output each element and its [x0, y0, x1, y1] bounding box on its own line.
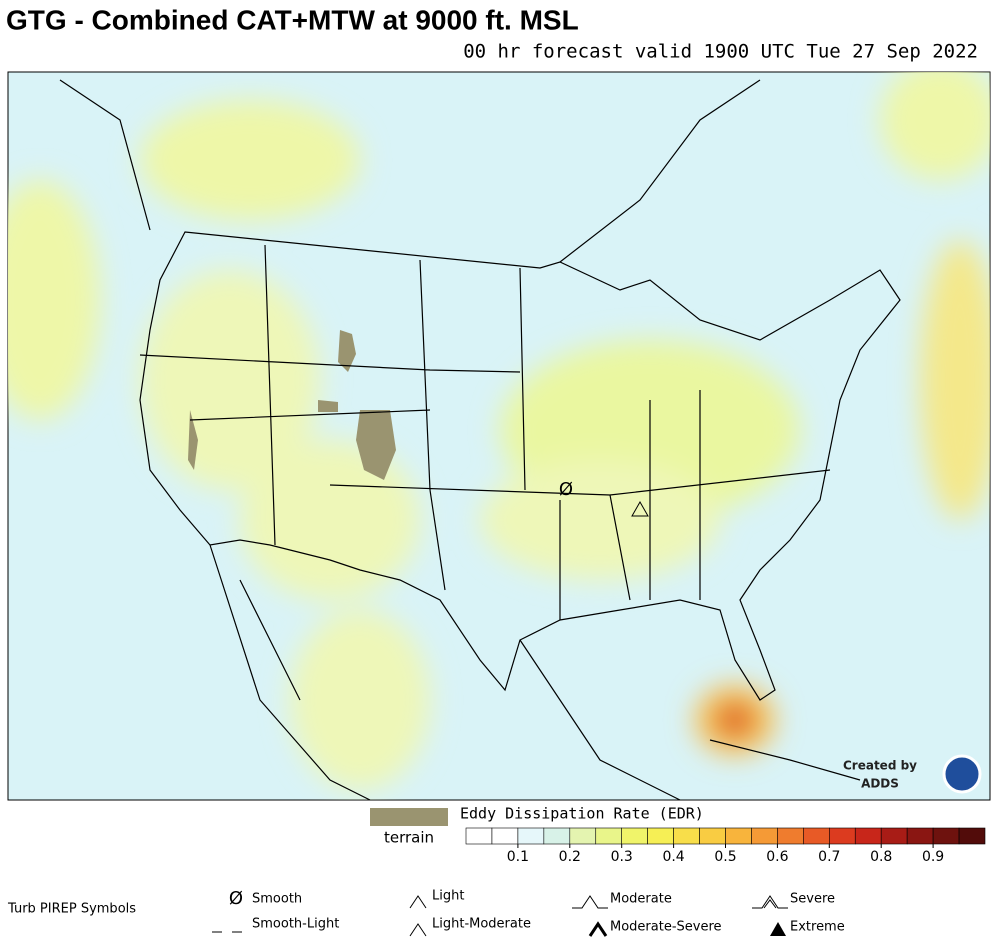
pirep-legend: Turb PIREP Symbols Ø Smooth Smooth-Light L…: [7, 888, 845, 937]
symbol: [409, 923, 427, 937]
color-cell: [828, 827, 856, 845]
terrain-label: terrain: [384, 829, 434, 847]
tick-label: 0.6: [766, 849, 788, 865]
color-cell: [803, 827, 830, 845]
tick-label: 0.5: [714, 849, 736, 865]
pirep-light: [631, 500, 649, 517]
terrain-areas: [188, 330, 396, 480]
color-cell: [958, 827, 986, 845]
pirep-smooth: Ø: [559, 479, 573, 500]
color-cell: [673, 827, 700, 845]
symbol: [752, 895, 788, 909]
color-cell: [543, 827, 571, 845]
color-cell: [854, 827, 882, 845]
symbol: [770, 922, 786, 936]
symbol-label: Extreme: [790, 920, 845, 935]
tick-label: 0.8: [870, 849, 892, 865]
color-cell: [465, 827, 493, 845]
color-cell: [906, 827, 934, 845]
symbol: [409, 895, 427, 909]
color-cell: [777, 827, 804, 845]
tick-label: 0.9: [922, 849, 944, 865]
tick-label: 0.7: [818, 849, 840, 865]
color-cell: [932, 827, 960, 845]
symbol-label: Moderate: [610, 892, 672, 907]
terrain-swatch: [370, 808, 448, 826]
color-cell: [880, 827, 908, 845]
borders: [59, 79, 901, 801]
title: GTG - Combined CAT+MTW at 9000 ft. MSL: [6, 4, 579, 35]
scale-title: Eddy Dissipation Rate (EDR): [460, 805, 704, 823]
legend: terrain Eddy Dissipation Rate (EDR) 0.1 0…: [370, 805, 986, 865]
credit: Created by: [843, 759, 917, 773]
subtitle: 00 hr forecast valid 1900 UTC Tue 27 Sep…: [463, 41, 978, 63]
symbol-label: Moderate-Severe: [610, 920, 722, 935]
symbol: [572, 895, 608, 909]
color-cell: [517, 827, 545, 845]
color-cell: [725, 827, 752, 845]
symbol-label: Light: [432, 889, 464, 904]
color-cell: [699, 827, 726, 845]
credit: ADDS: [861, 777, 899, 791]
pirep-title: Turb PIREP Symbols: [7, 902, 136, 917]
noaa-logo: [942, 754, 982, 794]
map: Ø Created by ADDS: [7, 71, 991, 801]
symbol: [588, 921, 608, 937]
symbol-label: Light-Moderate: [432, 917, 531, 932]
symbol-label: Smooth: [252, 892, 302, 907]
tick-label: 0.4: [662, 849, 684, 865]
color-cell: [751, 827, 778, 845]
symbol-label: Severe: [790, 892, 835, 907]
color-cell: [621, 827, 648, 845]
tick-label: 0.1: [507, 849, 529, 865]
color-cell: [569, 827, 597, 845]
symbol: Ø: [229, 888, 243, 909]
tick-label: 0.3: [611, 849, 633, 865]
symbol-label: Smooth-Light: [252, 917, 339, 932]
color-cell: [595, 827, 623, 845]
color-cell: [491, 827, 519, 845]
tick-label: 0.2: [559, 849, 581, 865]
color-cell: [647, 827, 674, 845]
